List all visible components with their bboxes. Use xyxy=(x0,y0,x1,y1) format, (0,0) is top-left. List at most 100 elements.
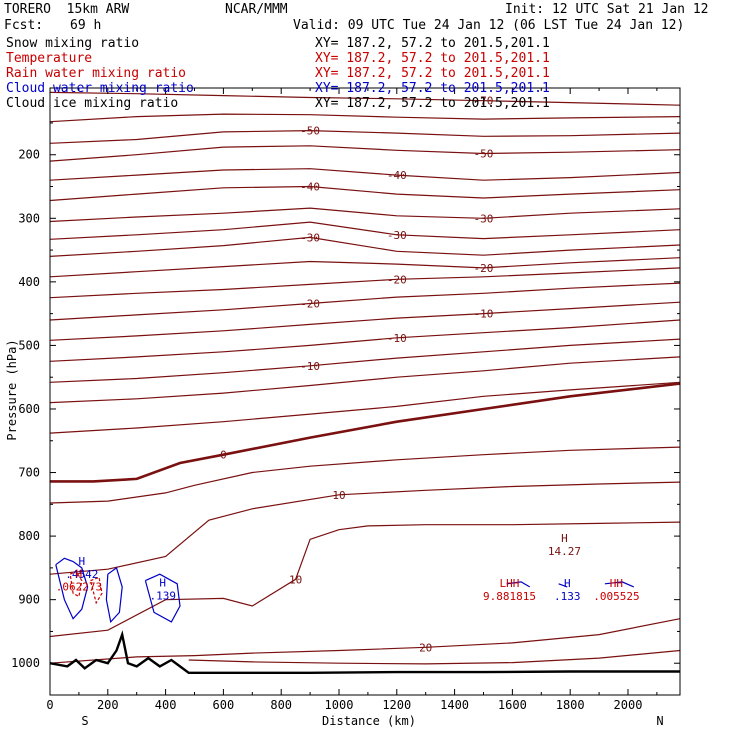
field-xy: XY= 187.2, 57.2 to 201.5,201.1 xyxy=(315,96,550,111)
y-tick-label: 800 xyxy=(18,529,40,543)
hydrometeor-contours xyxy=(55,557,635,624)
contour-label: -30 xyxy=(300,231,320,244)
extremum-value: .062273 xyxy=(56,581,102,594)
temperature-contour-line xyxy=(49,236,681,257)
temperature-contour-line xyxy=(49,113,681,123)
contour-label: 0 xyxy=(220,449,227,462)
contour-label: -10 xyxy=(387,332,407,345)
extremum-marker: H xyxy=(159,577,166,590)
field-name: Cloud water mixing ratio xyxy=(6,81,194,96)
contour-label: -20 xyxy=(300,297,320,310)
x-tick-label: 1600 xyxy=(498,698,527,712)
temperature-contour-line xyxy=(49,446,681,504)
x-tick-label: 1400 xyxy=(440,698,469,712)
temperature-contour-line xyxy=(49,481,681,575)
temperature-contour-line xyxy=(49,257,681,278)
contour-label: -50 xyxy=(300,125,320,138)
contour-label: -50 xyxy=(474,147,494,160)
field-xy: XY= 187.2, 57.2 to 201.5,201.1 xyxy=(315,51,550,66)
contour-label: -20 xyxy=(387,273,407,286)
init-time: Init: 12 UTC Sat 21 Jan 12 xyxy=(505,2,709,17)
temperature-contour-line xyxy=(49,521,681,638)
x-tick-label: 600 xyxy=(213,698,235,712)
contour-label: 10 xyxy=(289,573,302,586)
y-tick-label: 500 xyxy=(18,338,40,352)
temperature-contour-line xyxy=(49,207,681,223)
x-tick-label: 400 xyxy=(155,698,177,712)
x-tick-label: 1200 xyxy=(382,698,411,712)
temperature-contour-line xyxy=(49,145,681,162)
field-name: Snow mixing ratio xyxy=(6,36,140,51)
temperature-contour-line xyxy=(49,301,681,341)
contour-label: -10 xyxy=(300,360,320,373)
x-tick-label: 2000 xyxy=(614,698,643,712)
terrain-profile xyxy=(49,630,680,674)
model-label: TORERO 15km ARW xyxy=(4,2,130,17)
x-tick-label: 1800 xyxy=(556,698,585,712)
endpoint-label-left: S xyxy=(81,714,88,728)
field-name: Rain water mixing ratio xyxy=(6,66,187,81)
fcst-label: Fcst: xyxy=(4,18,44,33)
extremum-marker: H xyxy=(78,555,85,568)
contour-labels: -70 -50 -50 -40 -40 -30 -30 -30 -20 -20 -20 -10 -10 -… xyxy=(56,95,640,655)
terrain-line xyxy=(49,630,680,674)
contour-label: -30 xyxy=(474,212,494,225)
contour-label: 10 xyxy=(332,489,345,502)
field-name: Temperature xyxy=(6,51,93,66)
cloud-water-contour xyxy=(506,581,531,588)
temperature-contour-line xyxy=(49,221,681,240)
x-tick-label: 800 xyxy=(270,698,292,712)
temperature-contour-line xyxy=(49,267,681,299)
cloud-water-contour xyxy=(105,566,123,624)
rain-water-contour xyxy=(69,570,83,598)
extremum-value: 9.881815 xyxy=(483,590,536,603)
cloud-water-contour xyxy=(604,581,635,588)
extremum-marker: H xyxy=(564,577,571,590)
extremum-marker: H xyxy=(76,568,83,581)
y-tick-label: 900 xyxy=(18,593,40,607)
contour-label: -10 xyxy=(474,308,494,321)
temperature-contour-line xyxy=(50,382,681,483)
cloud-water-contour xyxy=(558,583,568,588)
extremum-value: .4542 xyxy=(65,568,98,581)
y-tick-label: 700 xyxy=(18,466,40,480)
field-name: Cloud ice mixing ratio xyxy=(6,96,179,111)
y-tick-label: 1000 xyxy=(11,656,40,670)
cloud-water-contour xyxy=(144,573,181,623)
x-tick-label: 0 xyxy=(46,698,53,712)
y-axis-label: Pressure (hPa) xyxy=(5,339,19,440)
temperature-contour-line xyxy=(49,282,681,321)
temperature-contour-line xyxy=(49,319,681,362)
temperature-contour-line xyxy=(49,356,681,404)
contour-label: -40 xyxy=(300,181,320,194)
y-tick-label: 200 xyxy=(18,148,40,162)
extremum-value: .005525 xyxy=(593,590,639,603)
temperature-contour-line xyxy=(188,649,681,665)
y-tick-label: 400 xyxy=(18,275,40,289)
field-xy: XY= 187.2, 57.2 to 201.5,201.1 xyxy=(315,81,550,96)
valid-time: Valid: 09 UTC Tue 24 Jan 12 (06 LST Tue … xyxy=(293,18,685,33)
y-tick-label: 600 xyxy=(18,402,40,416)
contour-label: -40 xyxy=(387,169,407,182)
contour-label: 20 xyxy=(419,641,432,654)
temperature-contour-line xyxy=(49,338,681,383)
endpoint-label-right: N xyxy=(656,714,663,728)
extremum-value: .139 xyxy=(149,590,176,603)
field-xy: XY= 187.2, 57.2 to 201.5,201.1 xyxy=(315,36,550,51)
field-xy: XY= 187.2, 57.2 to 201.5,201.1 xyxy=(315,66,550,81)
cloud-water-contour xyxy=(55,557,89,620)
extremum-marker: LHH xyxy=(500,577,520,590)
contour-label: -70 xyxy=(474,95,494,108)
plot-frame xyxy=(49,87,681,696)
x-tick-label: 200 xyxy=(97,698,119,712)
fcst-value: 69 h xyxy=(70,18,102,33)
contour-label: -20 xyxy=(474,262,494,275)
temperature-contour-line xyxy=(49,168,681,181)
x-axis-label: Distance (km) xyxy=(322,714,416,728)
extremum-value: 14.27 xyxy=(548,545,581,558)
x-tick-label: 1000 xyxy=(325,698,354,712)
temperature-contour-line xyxy=(49,618,681,664)
temperature-contour-line xyxy=(49,129,681,144)
extremum-marker: HH xyxy=(610,577,623,590)
